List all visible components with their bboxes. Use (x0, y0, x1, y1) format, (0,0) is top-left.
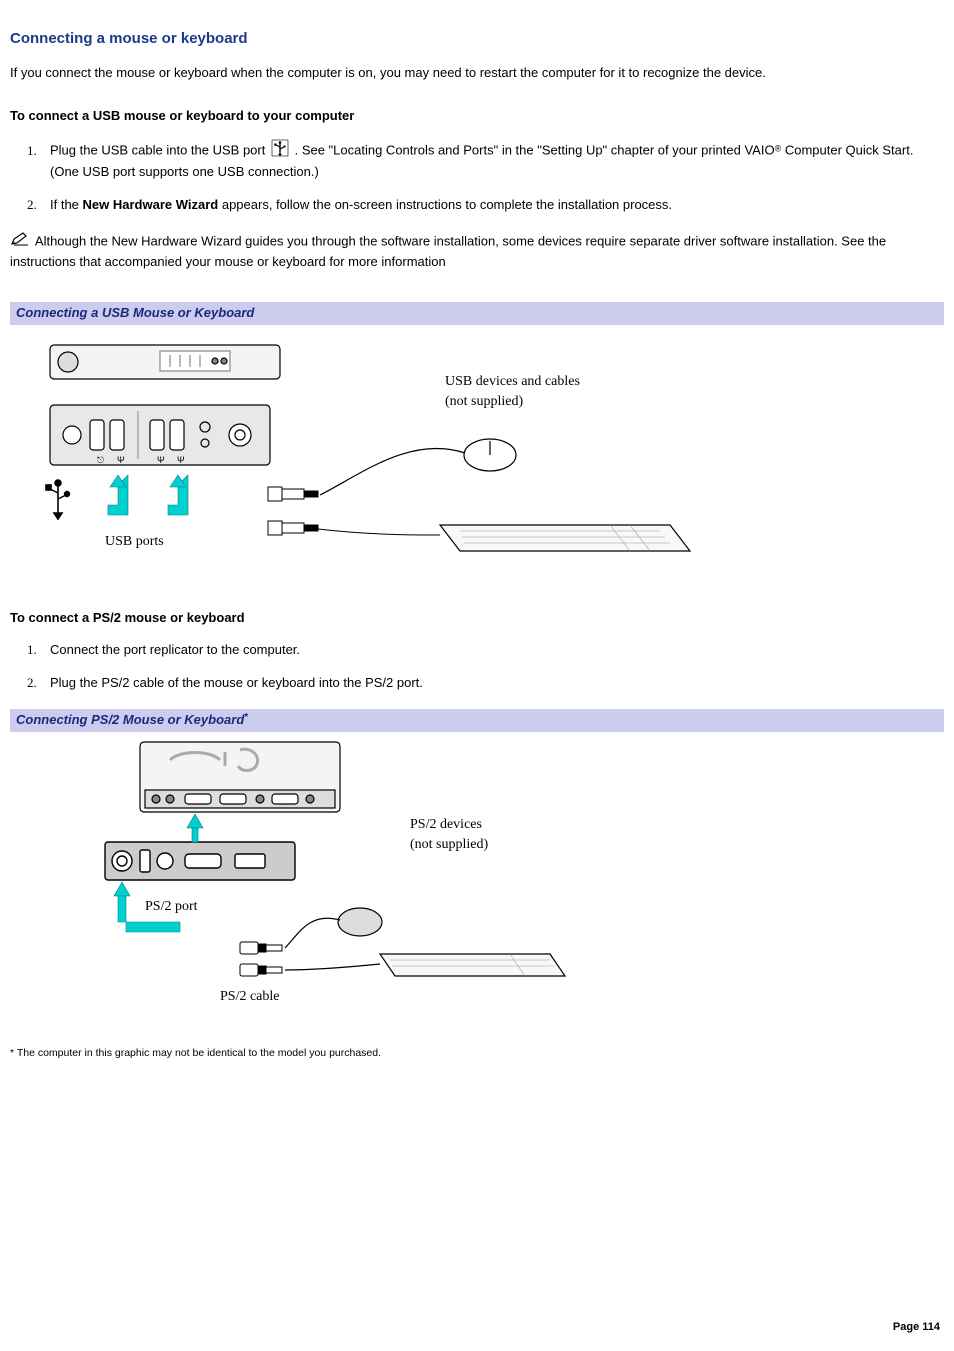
fig2-label-notsupplied: (not supplied) (410, 837, 488, 852)
figure-ps2-asterisk: * (244, 712, 248, 723)
ps2-subheading: To connect a PS/2 mouse or keyboard (10, 609, 944, 628)
figure-ps2: Connecting PS/2 Mouse or Keyboard* (10, 709, 944, 1022)
ps2-step-1: Connect the port replicator to the compu… (40, 641, 944, 660)
figure-usb-diagram: ⎋ Ψ Ψ Ψ USB ports USB devices and cables… (10, 325, 710, 585)
usb-note: Although the New Hardware Wizard guides … (10, 231, 944, 272)
fig2-label-port: PS/2 port (145, 899, 198, 914)
usb-step1-text-a: Plug the USB cable into the USB port (50, 143, 269, 158)
fig1-label-ports: USB ports (105, 534, 164, 549)
svg-text:Ψ: Ψ (157, 455, 165, 465)
svg-text:Ψ: Ψ (117, 455, 125, 465)
usb-step2-text-b: appears, follow the on-screen instructio… (218, 197, 672, 212)
figure-ps2-caption-text: Connecting PS/2 Mouse or Keyboard (16, 712, 244, 727)
ps2-step-2: Plug the PS/2 cable of the mouse or keyb… (40, 674, 944, 693)
intro-paragraph: If you connect the mouse or keyboard whe… (10, 64, 944, 83)
usb-step-1: Plug the USB cable into the USB port . S… (40, 139, 944, 182)
svg-text:⎋: ⎋ (97, 455, 104, 465)
figure-ps2-caption: Connecting PS/2 Mouse or Keyboard* (10, 709, 944, 732)
usb-steps-list: Plug the USB cable into the USB port . S… (40, 139, 944, 215)
usb-note-text: Although the New Hardware Wizard guides … (10, 233, 886, 268)
fig1-label-notsupplied: (not supplied) (445, 394, 523, 409)
fig2-label-devices: PS/2 devices (410, 817, 482, 832)
figure-ps2-diagram: PS/2 port PS/2 cable PS/2 devices (not s… (10, 732, 630, 1022)
usb-step2-text-a: If the (50, 197, 83, 212)
ps2-steps-list: Connect the port replicator to the compu… (40, 641, 944, 693)
usb-trident-icon (271, 139, 289, 163)
footnote: * The computer in this graphic may not b… (10, 1046, 944, 1061)
figure-usb: Connecting a USB Mouse or Keyboard (10, 302, 944, 585)
usb-step-2: If the New Hardware Wizard appears, foll… (40, 196, 944, 215)
fig2-label-cable: PS/2 cable (220, 989, 280, 1004)
page-title: Connecting a mouse or keyboard (10, 28, 944, 50)
pencil-note-icon (10, 231, 30, 253)
svg-text:Ψ: Ψ (177, 455, 185, 465)
page-number: Page 114 (893, 1320, 940, 1336)
usb-step1-text-b: . See "Locating Controls and Ports" in t… (295, 143, 775, 158)
usb-subheading: To connect a USB mouse or keyboard to yo… (10, 107, 944, 126)
usb-step2-bold: New Hardware Wizard (83, 197, 219, 212)
fig1-label-devices: USB devices and cables (445, 374, 580, 389)
figure-usb-caption: Connecting a USB Mouse or Keyboard (10, 302, 944, 325)
